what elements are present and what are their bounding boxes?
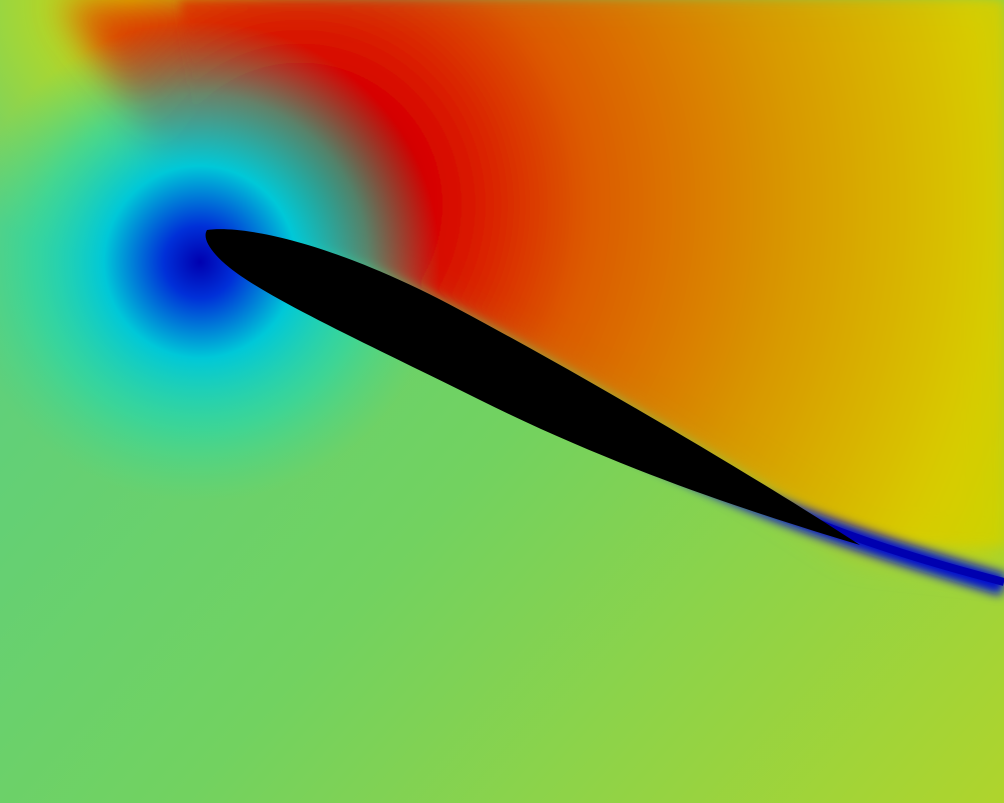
stagnation-region	[0, 22, 440, 502]
airfoil	[205, 229, 860, 545]
